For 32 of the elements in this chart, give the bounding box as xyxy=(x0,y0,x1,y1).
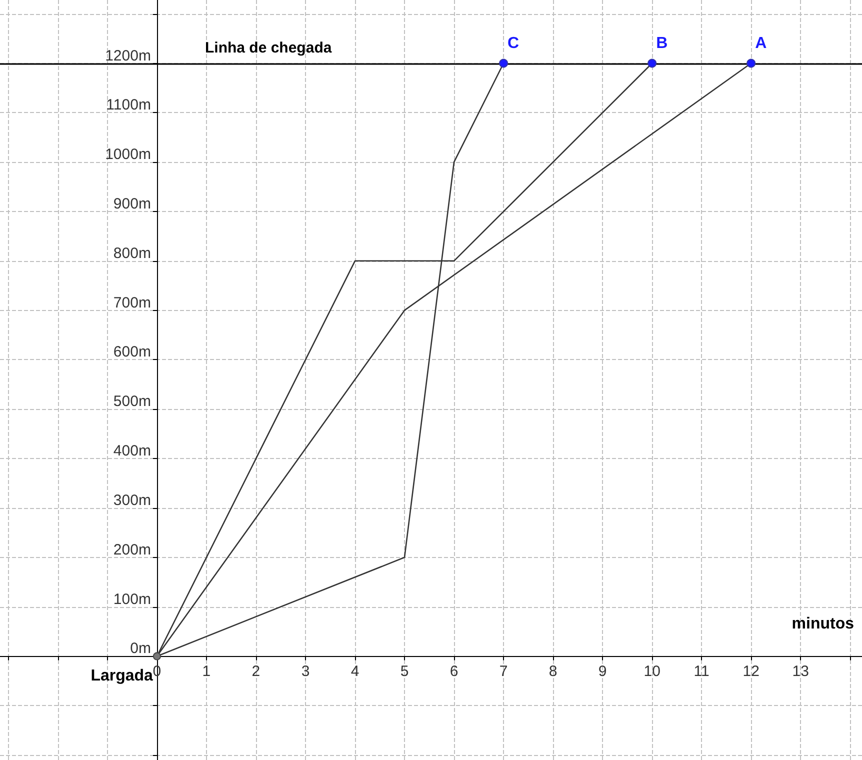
annotation: Largada xyxy=(90,668,154,685)
annotation: B xyxy=(656,34,668,52)
x-tick-label: 3 xyxy=(301,663,310,680)
annotation: C xyxy=(508,34,520,52)
annotation: A xyxy=(755,34,768,52)
y-tick-label: 800m xyxy=(113,244,151,262)
y-tick-label: 100m xyxy=(113,590,151,608)
y-tick-label: 200m xyxy=(113,541,151,558)
y-tick-label: 500m xyxy=(113,393,151,410)
y-tick-label: 300m xyxy=(113,492,151,509)
x-tick-label: 13 xyxy=(792,663,809,680)
y-tick-label: 600m xyxy=(113,344,151,361)
x-tick-label: 8 xyxy=(548,663,558,680)
x-tick-label: 9 xyxy=(598,663,607,680)
y-tick-label: 0m xyxy=(130,640,151,658)
y-tick-label: 1000m xyxy=(105,146,151,164)
ref-line-label: Linha de chegada xyxy=(205,39,332,56)
x-tick-label: 4 xyxy=(350,663,360,680)
x-tick-label: 10 xyxy=(644,663,660,680)
x-tick-label: 7 xyxy=(499,663,508,680)
x-tick-label: 1 xyxy=(202,663,211,680)
x-tick-label: 11 xyxy=(694,663,710,680)
x-tick-label: 12 xyxy=(742,663,760,680)
y-tick-label: 400m xyxy=(113,442,151,460)
x-tick-label: 2 xyxy=(252,663,260,680)
y-tick-label: 1200m xyxy=(105,47,151,64)
y-tick-label: 900m xyxy=(113,195,151,212)
x-axis-title: minutos xyxy=(792,616,854,633)
y-tick-label: 700m xyxy=(113,294,151,312)
y-tick-label: 1100m xyxy=(106,96,151,114)
x-tick-label: 6 xyxy=(450,663,458,680)
x-tick-label: 5 xyxy=(400,663,409,680)
